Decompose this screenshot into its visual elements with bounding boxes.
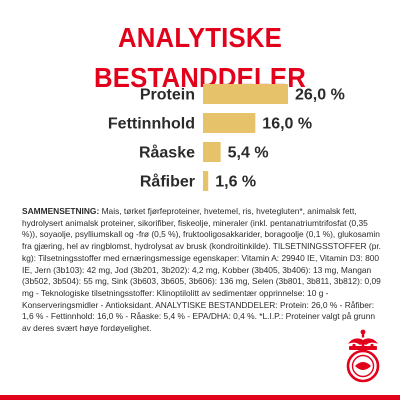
value-label: 5,4 % xyxy=(228,145,269,162)
emblem-icon xyxy=(346,349,380,383)
category-label: Protein xyxy=(140,87,195,104)
bottom-stripe xyxy=(0,395,400,400)
composition-body: Mais, tørket fjørfeproteiner, hvetemel, … xyxy=(22,206,382,334)
bar xyxy=(203,84,288,104)
value-label: 16,0 % xyxy=(262,116,312,133)
bar xyxy=(203,113,256,133)
category-label: Råaske xyxy=(139,144,195,162)
category-label: Råfiber xyxy=(140,173,195,191)
page-title: ANALYTISKE BESTANDDELER xyxy=(93,22,307,93)
bar xyxy=(203,142,221,162)
category-label: Fettinnhold xyxy=(108,116,195,133)
composition-lead: SAMMENSETNING: xyxy=(22,206,100,216)
composition-text: SAMMENSETNING: Mais, tørket fjørfeprotei… xyxy=(22,206,382,335)
crown-icon xyxy=(348,329,378,350)
royal-canin-logo xyxy=(346,329,380,383)
value-label: 1,6 % xyxy=(215,174,256,191)
value-label: 26,0 % xyxy=(295,87,345,104)
bar xyxy=(203,171,209,191)
bar-chart: Protein 26,0 % Fettinnhold 16,0 % Råaske 5,4 … xyxy=(108,84,345,191)
